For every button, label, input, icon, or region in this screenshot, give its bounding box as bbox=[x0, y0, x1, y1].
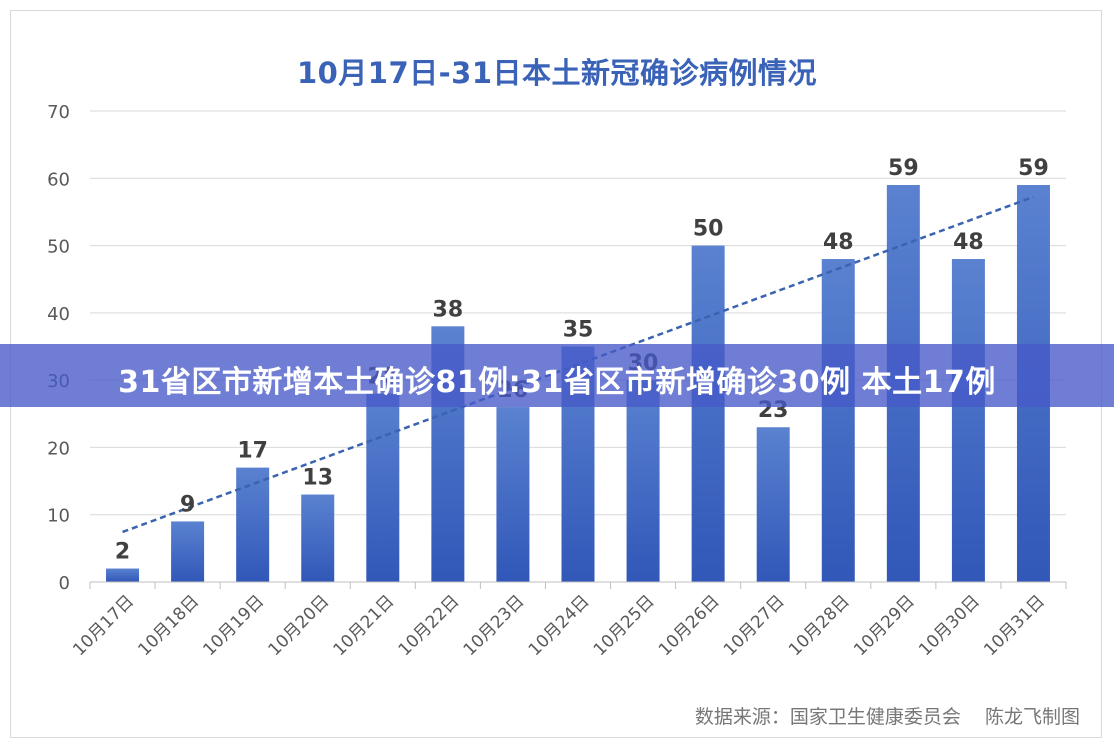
bar bbox=[171, 521, 205, 582]
bar bbox=[626, 380, 660, 582]
x-tick-label: 10月21日 bbox=[330, 591, 399, 660]
x-tick-label: 10月17日 bbox=[69, 591, 138, 660]
y-tick-label: 10 bbox=[47, 506, 70, 527]
data-label: 9 bbox=[180, 492, 195, 517]
bar bbox=[496, 407, 530, 582]
data-label: 35 bbox=[563, 318, 594, 343]
x-tick-label: 10月28日 bbox=[785, 591, 854, 660]
data-label: 50 bbox=[693, 217, 724, 242]
bar bbox=[756, 427, 790, 582]
x-tick-label: 10月20日 bbox=[264, 591, 333, 660]
bar bbox=[951, 259, 985, 582]
x-tick-label: 10月26日 bbox=[655, 591, 724, 660]
x-tick-label: 10月22日 bbox=[395, 591, 464, 660]
bar bbox=[366, 393, 400, 582]
data-label: 48 bbox=[823, 230, 854, 255]
y-tick-label: 70 bbox=[47, 102, 70, 123]
data-label: 38 bbox=[433, 297, 464, 322]
x-axis: 10月17日10月18日10月19日10月20日10月21日10月22日10月2… bbox=[69, 581, 1067, 660]
x-tick-label: 10月18日 bbox=[134, 591, 203, 660]
x-tick-label: 10月31日 bbox=[980, 591, 1049, 660]
source-caption: 数据来源：国家卫生健康委员会 陈龙飞制图 bbox=[694, 706, 1080, 728]
y-tick-label: 0 bbox=[59, 573, 70, 594]
bar bbox=[106, 568, 140, 582]
data-label: 13 bbox=[302, 466, 333, 491]
x-tick-label: 10月25日 bbox=[590, 591, 659, 660]
headline-text: 31省区市新增本土确诊81例:31省区市新增确诊30例 本土17例 bbox=[118, 365, 996, 400]
x-tick-label: 10月24日 bbox=[525, 591, 594, 660]
x-tick-label: 10月19日 bbox=[199, 591, 268, 660]
x-tick-label: 10月29日 bbox=[850, 591, 919, 660]
bar bbox=[691, 245, 725, 583]
y-tick-label: 20 bbox=[47, 438, 70, 459]
bar bbox=[301, 494, 335, 582]
chart-title: 10月17日-31日本土新冠确诊病例情况 bbox=[296, 56, 818, 90]
y-tick-label: 60 bbox=[47, 169, 70, 190]
data-label: 2 bbox=[115, 540, 130, 565]
bar bbox=[821, 259, 855, 582]
bar bbox=[236, 467, 270, 582]
y-tick-label: 40 bbox=[47, 304, 70, 325]
data-label: 17 bbox=[237, 439, 268, 464]
data-label: 59 bbox=[888, 156, 919, 181]
data-label: 48 bbox=[953, 230, 984, 255]
headline-banner bbox=[0, 344, 1114, 407]
x-tick-label: 10月27日 bbox=[720, 591, 789, 660]
y-axis: 010203040506070 bbox=[47, 102, 70, 594]
x-tick-label: 10月23日 bbox=[460, 591, 529, 660]
data-label: 59 bbox=[1018, 156, 1049, 181]
x-tick-label: 10月30日 bbox=[915, 591, 984, 660]
y-tick-label: 50 bbox=[47, 237, 70, 258]
